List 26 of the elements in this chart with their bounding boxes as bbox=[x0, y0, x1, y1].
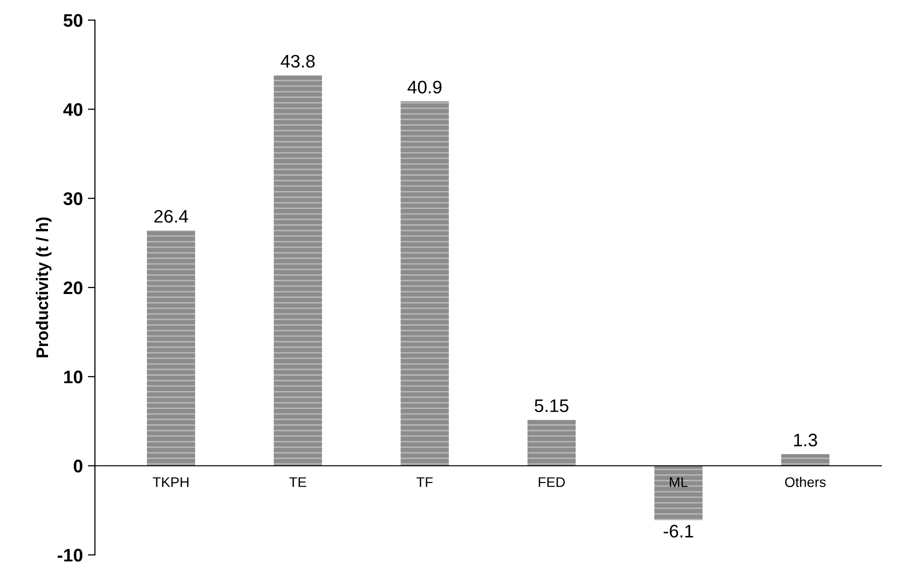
data-label: 40.9 bbox=[408, 80, 442, 94]
x-tick-label: FED bbox=[538, 477, 565, 487]
x-tick-label: TF bbox=[416, 477, 433, 487]
data-label: -6.1 bbox=[664, 524, 694, 538]
bar bbox=[781, 454, 830, 466]
x-tick-label: Others bbox=[785, 476, 826, 488]
y-tick-label: 40 bbox=[63, 103, 82, 116]
x-tick-label: TKPH bbox=[152, 477, 188, 487]
x-tick-label: TE bbox=[289, 477, 306, 487]
bar bbox=[146, 230, 196, 466]
bar bbox=[400, 101, 449, 466]
y-axis-title: Productivity (t / h) bbox=[36, 217, 52, 358]
data-label: 43.8 bbox=[280, 54, 315, 68]
x-tick-label: ML bbox=[670, 477, 688, 487]
y-tick-label: -10 bbox=[58, 548, 82, 562]
y-tick-label: 50 bbox=[64, 14, 82, 27]
y-tick-label: 20 bbox=[64, 281, 82, 294]
y-tick-label: 30 bbox=[63, 192, 82, 206]
bar bbox=[654, 466, 703, 520]
y-tick-label: 10 bbox=[64, 370, 82, 384]
data-label: 26.4 bbox=[154, 210, 188, 223]
bar bbox=[274, 75, 322, 466]
bar bbox=[527, 420, 576, 466]
data-label: 5.15 bbox=[534, 400, 568, 412]
data-label: 1.3 bbox=[794, 434, 818, 446]
y-tick-label: 0 bbox=[74, 460, 82, 472]
